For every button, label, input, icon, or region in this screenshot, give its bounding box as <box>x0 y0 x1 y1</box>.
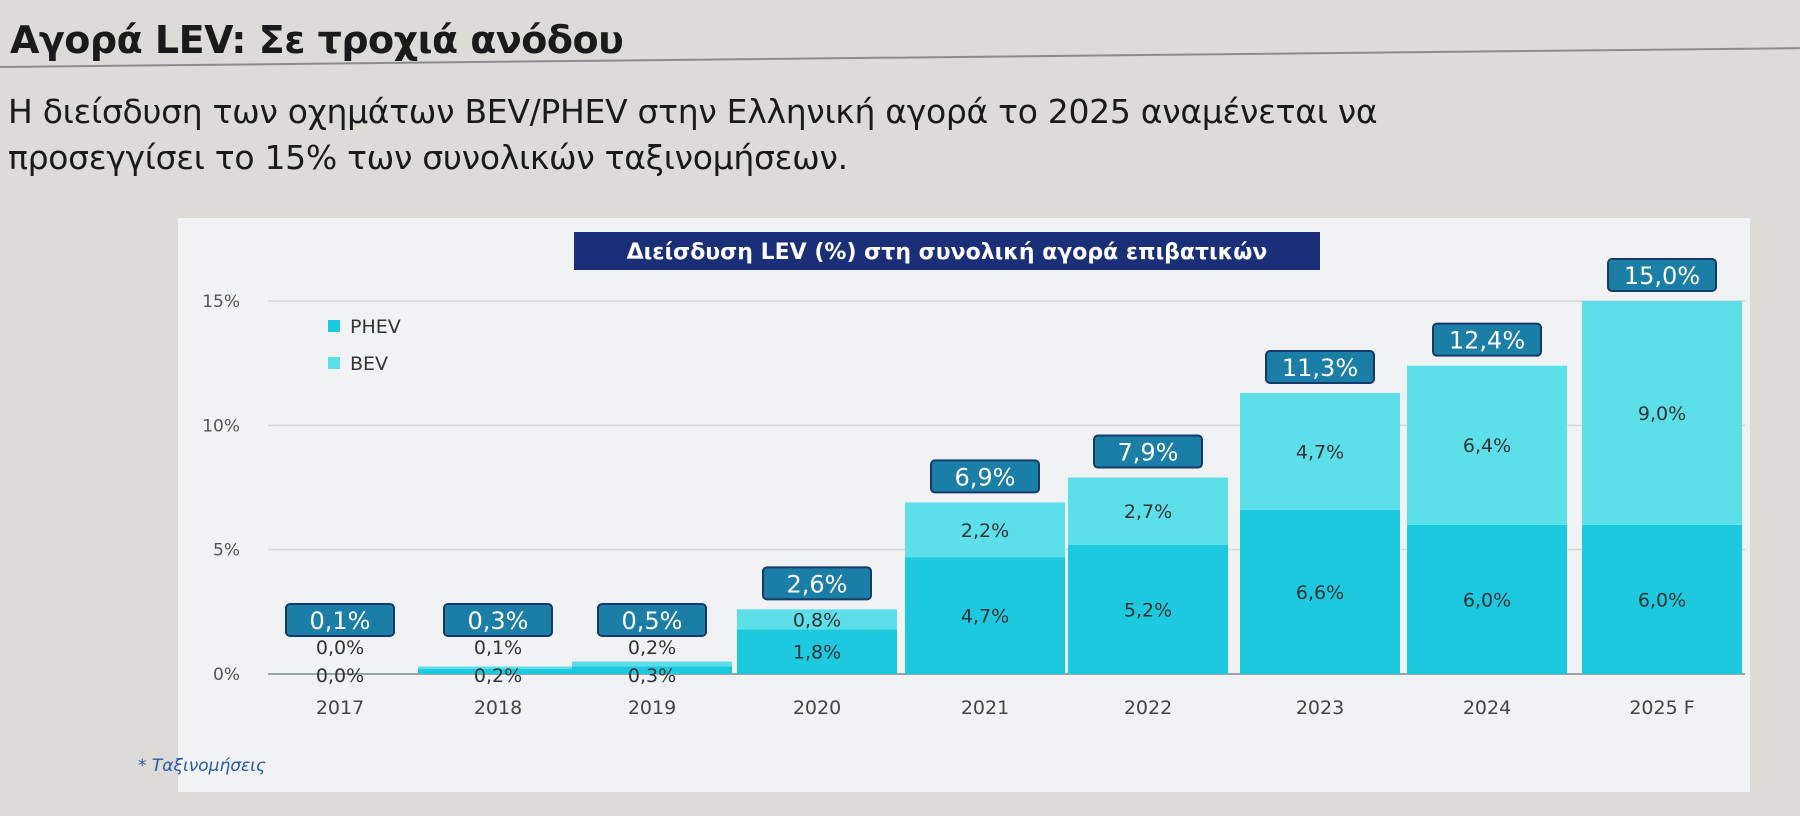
x-tick-label: 2018 <box>474 697 522 719</box>
total-badge <box>1432 322 1542 357</box>
bar-phev <box>1240 509 1400 674</box>
total-badge <box>1093 434 1203 469</box>
phev-value-label: 6,6% <box>1296 582 1344 604</box>
bev-value-label: 2,7% <box>1124 501 1172 523</box>
total-value-label: 15,0% <box>1624 262 1700 290</box>
phev-value-label: 1,8% <box>793 642 841 664</box>
phev-value-label: 6,0% <box>1638 589 1686 611</box>
x-tick-label: 2017 <box>316 697 364 719</box>
legend-swatch-bev <box>328 357 340 369</box>
total-value-label: 7,9% <box>1118 439 1179 467</box>
footnote: * Ταξινομήσεις <box>138 756 266 776</box>
phev-value-label: 0,0% <box>316 665 364 687</box>
total-value-label: 12,4% <box>1449 327 1525 355</box>
x-tick-label: 2019 <box>628 697 676 719</box>
legend-label: PHEV <box>350 316 401 338</box>
total-value-label: 2,6% <box>787 570 848 598</box>
phev-value-label: 4,7% <box>961 606 1009 628</box>
y-tick-label: 10% <box>202 416 240 436</box>
legend-swatch-phev <box>328 320 340 332</box>
chart-title-box <box>574 232 1320 270</box>
total-badge <box>930 459 1040 494</box>
bar-bev <box>905 502 1065 558</box>
bar-phev <box>905 557 1065 674</box>
phev-value-label: 0,3% <box>628 665 676 687</box>
bar-phev <box>737 629 897 674</box>
legend-label: BEV <box>350 353 388 375</box>
bev-value-label: 9,0% <box>1638 403 1686 425</box>
total-badge <box>597 603 707 637</box>
phev-value-label: 0,2% <box>474 665 522 687</box>
bev-value-label: 2,2% <box>961 520 1009 542</box>
bar-bev <box>737 609 897 630</box>
subtitle-line-2: προσεγγίσει το 15% των συνολικών ταξινομ… <box>8 138 848 177</box>
bar-bev <box>418 666 578 670</box>
y-tick-label: 0% <box>213 665 240 685</box>
phev-value-label: 5,2% <box>1124 599 1172 621</box>
x-tick-label: 2025 F <box>1629 697 1694 719</box>
x-tick-label: 2023 <box>1296 697 1344 719</box>
bar-phev <box>572 666 732 674</box>
total-value-label: 0,3% <box>468 607 529 635</box>
bev-value-label: 0,0% <box>316 637 364 659</box>
bev-value-label: 0,1% <box>474 637 522 659</box>
bar-bev <box>1582 301 1742 525</box>
phev-value-label: 6,0% <box>1463 589 1511 611</box>
y-tick-label: 15% <box>202 292 240 312</box>
bar-bev <box>1240 393 1400 510</box>
bev-value-label: 4,7% <box>1296 441 1344 463</box>
slide-title: Αγορά LEV: Σε τροχιά ανόδου <box>10 18 624 62</box>
bar-bev <box>1068 477 1228 545</box>
bar-phev <box>418 669 578 674</box>
bar-phev <box>1407 524 1567 674</box>
x-tick-label: 2020 <box>793 697 841 719</box>
x-tick-label: 2022 <box>1124 697 1172 719</box>
total-value-label: 0,5% <box>622 607 683 635</box>
total-badge <box>762 566 872 601</box>
bev-value-label: 6,4% <box>1463 435 1511 457</box>
bev-value-label: 0,8% <box>793 609 841 631</box>
bar-bev <box>1407 365 1567 525</box>
total-value-label: 11,3% <box>1282 354 1358 382</box>
bar-bev <box>572 661 732 667</box>
bev-value-label: 0,2% <box>628 637 676 659</box>
total-badge <box>1607 258 1717 292</box>
chart-title: Διείσδυση LEV (%) στη συνολική αγορά επι… <box>627 240 1268 265</box>
total-badge <box>285 603 395 637</box>
total-value-label: 0,1% <box>310 607 371 635</box>
total-value-label: 6,9% <box>955 463 1016 491</box>
bar-phev <box>1068 544 1228 674</box>
x-tick-label: 2021 <box>961 697 1009 719</box>
x-tick-label: 2024 <box>1463 697 1511 719</box>
subtitle-line-1: Η διείσδυση των οχημάτων BEV/PHEV στην Ε… <box>8 92 1378 131</box>
total-badge <box>443 603 553 637</box>
bar-phev <box>1582 524 1742 674</box>
y-tick-label: 5% <box>213 541 240 561</box>
total-badge <box>1265 350 1375 385</box>
